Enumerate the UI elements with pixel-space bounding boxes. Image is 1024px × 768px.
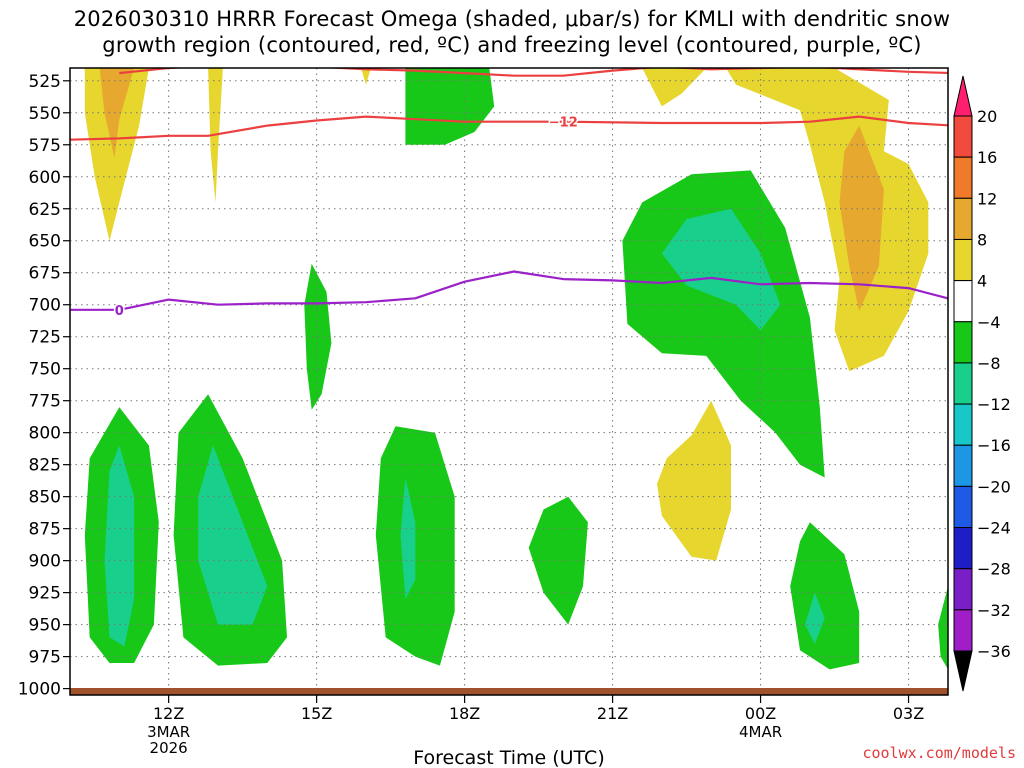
colorbar-swatch (953, 568, 973, 611)
contour-line-0 (70, 115, 948, 141)
y-tick-label: 750 (29, 360, 61, 380)
omega-region-neg-10 (661, 208, 781, 331)
y-tick-label: 1000 (18, 680, 61, 700)
colorbar-label: 8 (977, 230, 987, 249)
omega-region-pos-7 (657, 400, 731, 561)
omega-region-neg-19 (790, 522, 860, 670)
contour-label-2: 0 (115, 304, 124, 319)
x-tick-label: 15Z (301, 704, 332, 723)
y-tick-label: 925 (29, 584, 61, 604)
omega-region-neg-20 (805, 592, 825, 644)
colorbar-label: −20 (977, 477, 1011, 496)
plot-frame (69, 67, 949, 696)
y-tick-label: 875 (29, 520, 61, 540)
x-tick-label: 12Z (153, 704, 184, 723)
colorbar-label: −28 (977, 560, 1011, 579)
y-tick-label: 900 (29, 552, 61, 572)
colorbar-top-arrow (953, 75, 973, 117)
contour-label-0: −12 (549, 116, 578, 131)
y-tick-label: 700 (29, 296, 61, 316)
colorbar-label: 12 (977, 189, 997, 208)
omega-region-pos-0 (84, 68, 149, 241)
contour-line-2 (70, 270, 948, 311)
y-tick-label: 725 (29, 328, 61, 348)
x-tick-label: 00Z (745, 704, 776, 723)
y-tick-label: 675 (29, 264, 61, 284)
x-tick-label: 21Z (597, 704, 628, 723)
y-tick-label: 550 (29, 104, 61, 124)
chart-title-line-2: growth region (contoured, red, ºC) and f… (102, 33, 922, 57)
colorbar-swatch (953, 527, 973, 570)
omega-region-neg-17 (400, 477, 416, 599)
y-tick-label: 975 (29, 648, 61, 668)
colorbar-bottom-arrow (953, 650, 973, 692)
omega-region-neg-8 (405, 68, 495, 145)
colorbar-swatch (953, 280, 973, 323)
y-tick-label: 825 (29, 456, 61, 476)
colorbar-swatch (953, 609, 973, 652)
colorbar-label: −36 (977, 642, 1011, 661)
colorbar-swatch (953, 485, 973, 529)
contour-line-1 (119, 68, 948, 77)
colorbar-swatch (953, 362, 973, 405)
y-tick-label: 625 (29, 200, 61, 220)
omega-region-pos-6 (839, 125, 884, 312)
y-tick-label: 575 (29, 136, 61, 156)
colorbar-label: −4 (977, 313, 1001, 332)
colorbar-label: −16 (977, 436, 1011, 455)
y-tick-label: 600 (29, 168, 61, 188)
y-tick-label: 950 (29, 616, 61, 636)
y-tick-label: 525 (29, 72, 61, 92)
y-tick-label: 775 (29, 392, 61, 412)
omega-region-neg-13 (104, 445, 135, 647)
colorbar-swatch (953, 321, 973, 364)
colorbar-label: 4 (977, 272, 987, 291)
ground-surface-bar (70, 688, 948, 695)
chart-title-line-1: 2026030310 HRRR Forecast Omega (shaded, … (73, 7, 951, 31)
y-tick-label: 850 (29, 488, 61, 508)
x-tick-label: 18Z (449, 704, 480, 723)
omega-region-pos-4 (642, 68, 707, 107)
omega-region-pos-1 (99, 68, 135, 158)
colorbar-label: 20 (977, 107, 997, 126)
omega-region-neg-15 (198, 445, 268, 625)
colorbar-label: −8 (977, 354, 1001, 373)
x-axis-title: Forecast Time (UTC) (413, 747, 604, 768)
omega-region-pos-3 (361, 68, 371, 85)
colorbar-label: 16 (977, 148, 997, 167)
x-tick-sublabel: 2026 (150, 739, 188, 757)
colorbar-swatch (953, 156, 973, 199)
colorbar-swatch (953, 238, 973, 282)
colorbar-swatch (953, 403, 973, 446)
y-tick-label: 800 (29, 424, 61, 444)
colorbar-swatch (953, 115, 973, 158)
x-tick-sublabel: 4MAR (739, 723, 782, 741)
x-tick-label: 03Z (893, 704, 924, 723)
colorbar-label: −24 (977, 519, 1011, 538)
colorbar-label: −32 (977, 601, 1011, 620)
colorbar-swatch (953, 197, 973, 240)
y-tick-label: 650 (29, 232, 61, 252)
credit-link[interactable]: coolwx.com/models (862, 744, 1016, 762)
colorbar-swatch (953, 444, 973, 487)
omega-region-neg-21 (938, 586, 948, 670)
colorbar-label: −12 (977, 395, 1011, 414)
x-tick-sublabel: 3MAR (147, 723, 190, 741)
omega-region-pos-5 (726, 68, 929, 372)
